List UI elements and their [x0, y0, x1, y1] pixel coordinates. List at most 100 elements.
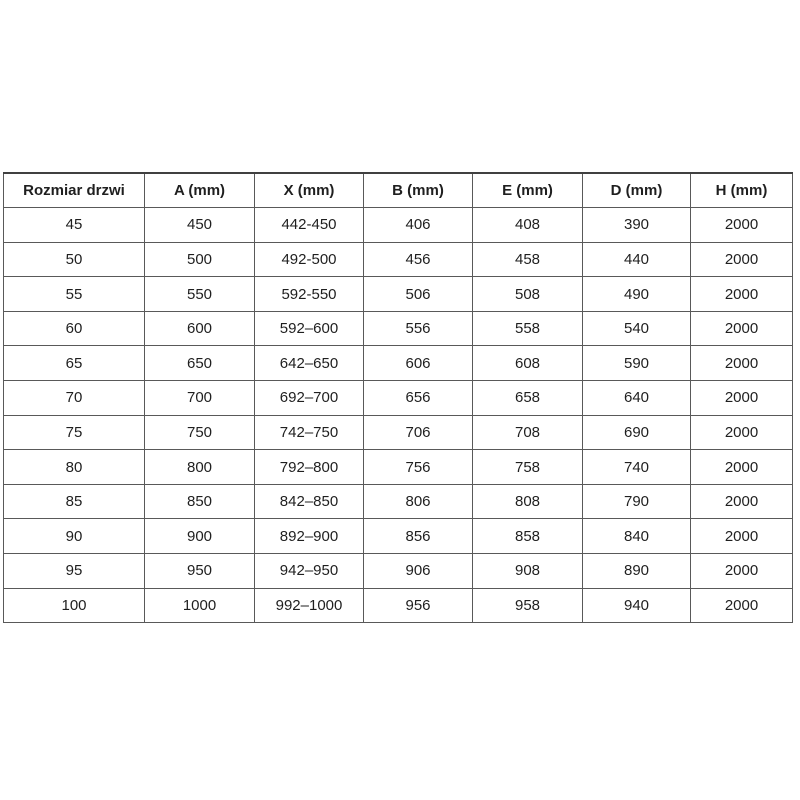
table-cell: 492-500	[254, 241, 364, 278]
table-cell: 440	[582, 241, 691, 278]
table-cell: 2000	[690, 449, 793, 485]
table-cell: 456	[363, 241, 473, 278]
table-cell: 2000	[690, 241, 793, 278]
table-cell: 95	[3, 553, 145, 589]
column-header-x-mm: X (mm)	[254, 172, 364, 209]
table-cell: 692–700	[254, 380, 364, 416]
table-cell: 792–800	[254, 449, 364, 485]
table-cell: 758	[472, 449, 583, 485]
table-row: 60 600 592–600 556 558 540 2000	[3, 310, 793, 347]
table-cell: 642–650	[254, 345, 364, 382]
table-cell: 2000	[690, 483, 793, 520]
table-cell: 740	[582, 449, 691, 485]
size-table: Rozmiar drzwi A (mm) X (mm) B (mm) E (mm…	[3, 172, 793, 624]
table-cell: 590	[582, 345, 691, 382]
column-header-a-mm: A (mm)	[144, 172, 255, 209]
table-cell: 2000	[690, 380, 793, 416]
table-cell: 840	[582, 518, 691, 555]
table-cell: 80	[3, 449, 145, 485]
table-cell: 50	[3, 241, 145, 278]
table-cell: 458	[472, 241, 583, 278]
table-cell: 65	[3, 345, 145, 382]
table-cell: 650	[144, 345, 255, 382]
table-row: 70 700 692–700 656 658 640 2000	[3, 380, 793, 416]
table-cell: 60	[3, 310, 145, 347]
table-cell: 90	[3, 518, 145, 555]
table-cell: 592-550	[254, 276, 364, 312]
table-cell: 55	[3, 276, 145, 312]
table-cell: 690	[582, 414, 691, 451]
table-cell: 842–850	[254, 483, 364, 520]
table-cell: 500	[144, 241, 255, 278]
column-header-b-mm: B (mm)	[363, 172, 473, 209]
table-row: 95 950 942–950 906 908 890 2000	[3, 553, 793, 589]
table-cell: 850	[144, 483, 255, 520]
table-row: 65 650 642–650 606 608 590 2000	[3, 345, 793, 382]
table-cell: 906	[363, 553, 473, 589]
table-cell: 942–950	[254, 553, 364, 589]
table-cell: 592–600	[254, 310, 364, 347]
table-cell: 442-450	[254, 207, 364, 243]
table-header-row: Rozmiar drzwi A (mm) X (mm) B (mm) E (mm…	[3, 172, 793, 209]
table-cell: 908	[472, 553, 583, 589]
table-cell: 506	[363, 276, 473, 312]
table-cell: 2000	[690, 553, 793, 589]
table-cell: 750	[144, 414, 255, 451]
table-cell: 45	[3, 207, 145, 243]
table-cell: 790	[582, 483, 691, 520]
table-cell: 606	[363, 345, 473, 382]
table-cell: 85	[3, 483, 145, 520]
table-cell: 2000	[690, 310, 793, 347]
table-cell: 856	[363, 518, 473, 555]
table-cell: 858	[472, 518, 583, 555]
table-cell: 490	[582, 276, 691, 312]
table-cell: 658	[472, 380, 583, 416]
table-cell: 890	[582, 553, 691, 589]
table-cell: 900	[144, 518, 255, 555]
table-row: 55 550 592-550 506 508 490 2000	[3, 276, 793, 312]
table-row: 75 750 742–750 706 708 690 2000	[3, 414, 793, 451]
table-cell: 706	[363, 414, 473, 451]
table-row: 100 1000 992–1000 956 958 940 2000	[3, 587, 793, 624]
table-cell: 408	[472, 207, 583, 243]
table-cell: 2000	[690, 414, 793, 451]
table-row: 50 500 492-500 456 458 440 2000	[3, 241, 793, 278]
column-header-h-mm: H (mm)	[690, 172, 793, 209]
table-cell: 70	[3, 380, 145, 416]
table-cell: 950	[144, 553, 255, 589]
table-cell: 756	[363, 449, 473, 485]
table-cell: 892–900	[254, 518, 364, 555]
table-cell: 958	[472, 587, 583, 624]
table-cell: 75	[3, 414, 145, 451]
column-header-e-mm: E (mm)	[472, 172, 583, 209]
table-cell: 806	[363, 483, 473, 520]
table-cell: 406	[363, 207, 473, 243]
table-cell: 2000	[690, 345, 793, 382]
table-cell: 992–1000	[254, 587, 364, 624]
table-cell: 550	[144, 276, 255, 312]
table-cell: 508	[472, 276, 583, 312]
table-cell: 656	[363, 380, 473, 416]
table-cell: 2000	[690, 587, 793, 624]
table-cell: 540	[582, 310, 691, 347]
table-cell: 100	[3, 587, 145, 624]
table-cell: 956	[363, 587, 473, 624]
table-cell: 608	[472, 345, 583, 382]
table-row: 90 900 892–900 856 858 840 2000	[3, 518, 793, 555]
table-cell: 800	[144, 449, 255, 485]
table-row: 80 800 792–800 756 758 740 2000	[3, 449, 793, 485]
table-cell: 2000	[690, 276, 793, 312]
table-cell: 556	[363, 310, 473, 347]
table-cell: 742–750	[254, 414, 364, 451]
table-cell: 808	[472, 483, 583, 520]
table-cell: 2000	[690, 207, 793, 243]
table-cell: 600	[144, 310, 255, 347]
table-row: 85 850 842–850 806 808 790 2000	[3, 483, 793, 520]
column-header-rozmiar-drzwi: Rozmiar drzwi	[3, 172, 145, 209]
table-cell: 1000	[144, 587, 255, 624]
table-cell: 640	[582, 380, 691, 416]
table-body: 45 450 442-450 406 408 390 2000 50 500 492-500 456…	[3, 207, 793, 624]
table-cell: 700	[144, 380, 255, 416]
table-row: 45 450 442-450 406 408 390 2000	[3, 207, 793, 243]
